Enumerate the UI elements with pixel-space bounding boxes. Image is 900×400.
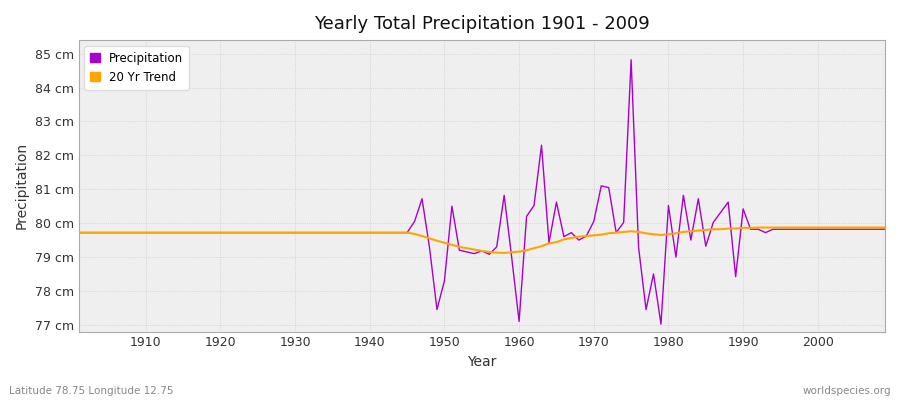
Precipitation bbox=[626, 57, 636, 62]
Legend: Precipitation, 20 Yr Trend: Precipitation, 20 Yr Trend bbox=[85, 46, 189, 90]
20 Yr Trend bbox=[514, 249, 525, 254]
Precipitation bbox=[514, 319, 525, 324]
Line: Precipitation: Precipitation bbox=[78, 60, 885, 324]
Line: 20 Yr Trend: 20 Yr Trend bbox=[78, 228, 885, 253]
20 Yr Trend bbox=[73, 230, 84, 235]
Text: worldspecies.org: worldspecies.org bbox=[803, 386, 891, 396]
20 Yr Trend bbox=[521, 248, 532, 253]
20 Yr Trend bbox=[133, 230, 144, 235]
X-axis label: Year: Year bbox=[467, 355, 497, 369]
Precipitation bbox=[506, 255, 517, 260]
20 Yr Trend bbox=[499, 250, 509, 255]
Title: Yearly Total Precipitation 1901 - 2009: Yearly Total Precipitation 1901 - 2009 bbox=[314, 15, 650, 33]
20 Yr Trend bbox=[342, 230, 353, 235]
Precipitation bbox=[879, 227, 890, 232]
Precipitation bbox=[342, 230, 353, 235]
20 Yr Trend bbox=[611, 230, 622, 235]
Precipitation bbox=[603, 185, 614, 190]
20 Yr Trend bbox=[297, 230, 308, 235]
Precipitation bbox=[73, 230, 84, 235]
Precipitation bbox=[133, 230, 144, 235]
Precipitation bbox=[655, 322, 666, 326]
20 Yr Trend bbox=[879, 225, 890, 230]
20 Yr Trend bbox=[752, 225, 763, 230]
Precipitation bbox=[297, 230, 308, 235]
Text: Latitude 78.75 Longitude 12.75: Latitude 78.75 Longitude 12.75 bbox=[9, 386, 174, 396]
Y-axis label: Precipitation: Precipitation bbox=[15, 142, 29, 230]
